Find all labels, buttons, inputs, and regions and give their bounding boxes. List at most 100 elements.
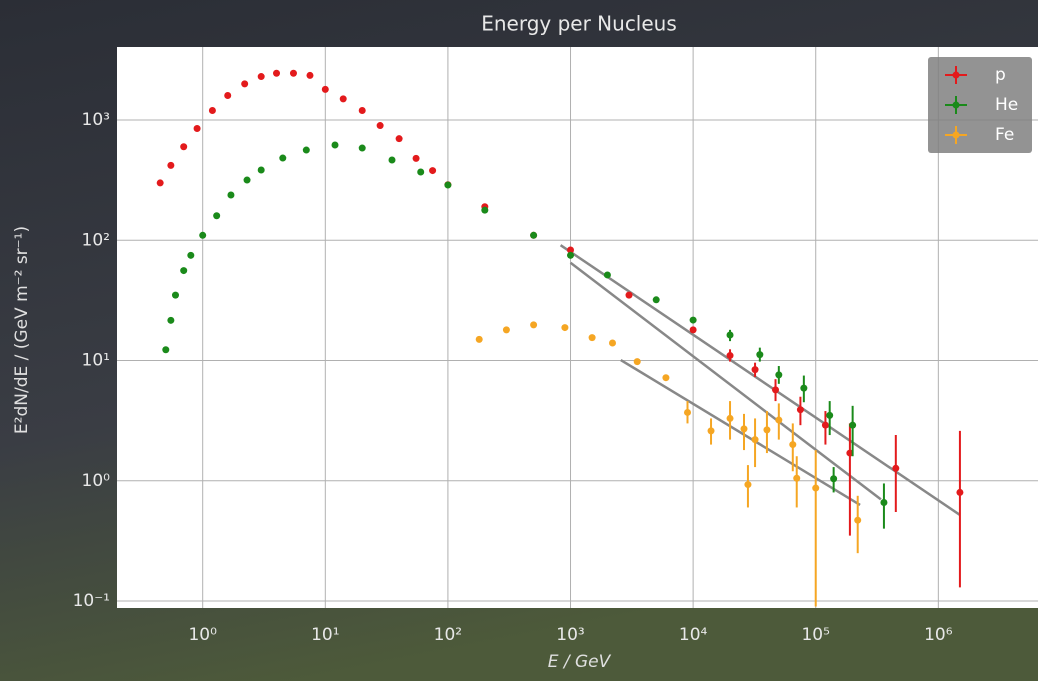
- data-point: [751, 436, 759, 444]
- marks: [156, 69, 964, 607]
- data-point: [193, 125, 201, 133]
- data-point: [502, 326, 510, 334]
- data-point: [388, 156, 396, 164]
- data-point: [812, 484, 820, 492]
- legend-box: [928, 57, 1032, 153]
- data-point: [652, 296, 660, 304]
- data-point: [321, 85, 329, 93]
- data-point: [289, 69, 297, 77]
- data-point: [481, 206, 489, 214]
- data-point: [167, 161, 175, 169]
- data-point: [567, 251, 575, 259]
- data-point: [530, 321, 538, 329]
- data-point: [302, 146, 310, 154]
- legend-label: Fe: [995, 125, 1014, 145]
- data-point: [227, 191, 235, 199]
- data-point: [789, 441, 797, 449]
- data-point: [796, 406, 804, 414]
- legend-swatch: [952, 101, 960, 109]
- data-point: [331, 141, 339, 149]
- data-point: [726, 352, 734, 360]
- data-point: [826, 411, 834, 419]
- data-point: [849, 421, 857, 429]
- data-point: [588, 334, 596, 342]
- data-point: [561, 324, 569, 332]
- data-point: [751, 366, 759, 374]
- legend: p He Fe: [928, 57, 1032, 153]
- data-point: [273, 69, 281, 77]
- data-point: [662, 374, 670, 382]
- legend-label: He: [995, 95, 1018, 115]
- x-tick-label: 10⁶: [924, 625, 953, 645]
- data-point: [689, 326, 697, 334]
- y-tick-label: 10¹: [82, 351, 110, 371]
- y-axis-label: E²dN/dE / (GeV m⁻² sr⁻¹): [12, 226, 32, 434]
- data-point: [167, 316, 175, 324]
- data-point: [956, 488, 964, 496]
- data-point: [417, 168, 425, 176]
- fit-line: [569, 261, 882, 501]
- data-point: [213, 212, 221, 220]
- data-point: [740, 425, 748, 433]
- data-point: [180, 143, 188, 151]
- data-point: [162, 346, 170, 354]
- data-point: [306, 71, 314, 79]
- y-tick-label: 10⁰: [82, 471, 111, 491]
- data-point: [892, 464, 900, 472]
- data-point: [224, 91, 232, 99]
- data-point: [625, 291, 633, 299]
- data-point: [744, 481, 752, 489]
- data-point: [241, 80, 249, 88]
- x-tick-label: 10⁰: [188, 625, 217, 645]
- data-point: [821, 421, 829, 429]
- data-point: [358, 107, 366, 115]
- plot-area: [117, 47, 1038, 608]
- y-tick-label: 10⁻¹: [73, 591, 110, 611]
- data-point: [775, 416, 783, 424]
- data-point: [279, 154, 287, 162]
- data-point: [633, 358, 641, 366]
- data-point: [684, 408, 692, 416]
- chart-title: Energy per Nucleus: [481, 12, 677, 36]
- data-point: [707, 427, 715, 435]
- grid: [117, 47, 1038, 608]
- data-point: [444, 181, 452, 189]
- data-point: [689, 316, 697, 324]
- data-point: [156, 179, 164, 187]
- data-point: [180, 267, 188, 275]
- data-point: [339, 95, 347, 103]
- data-point: [756, 351, 764, 359]
- data-point: [772, 386, 780, 394]
- data-point: [376, 122, 384, 130]
- data-point: [880, 498, 888, 506]
- data-point: [530, 231, 538, 239]
- data-point: [358, 144, 366, 152]
- data-point: [800, 384, 808, 392]
- data-point: [187, 251, 195, 259]
- data-point: [243, 176, 251, 184]
- data-point: [171, 291, 179, 299]
- data-point: [763, 426, 771, 434]
- data-point: [257, 166, 265, 174]
- x-axis-label: E / GeV: [548, 652, 612, 672]
- legend-swatch: [952, 131, 960, 139]
- data-point: [208, 107, 216, 115]
- data-point: [567, 246, 575, 254]
- data-point: [475, 335, 483, 343]
- legend-swatch: [952, 71, 960, 79]
- y-tick-label: 10³: [82, 110, 110, 130]
- data-point: [775, 371, 783, 379]
- fit-line: [620, 358, 861, 506]
- y-tick-label: 10²: [82, 230, 110, 250]
- x-tick-label: 10⁵: [801, 625, 829, 645]
- x-tick-label: 10⁴: [679, 625, 708, 645]
- x-tick-label: 10³: [556, 625, 584, 645]
- data-point: [793, 474, 801, 482]
- data-point: [854, 516, 862, 524]
- x-tick-label: 10²: [434, 625, 462, 645]
- data-point: [199, 231, 207, 239]
- data-point: [257, 73, 265, 81]
- data-point: [608, 339, 616, 347]
- data-point: [603, 271, 611, 279]
